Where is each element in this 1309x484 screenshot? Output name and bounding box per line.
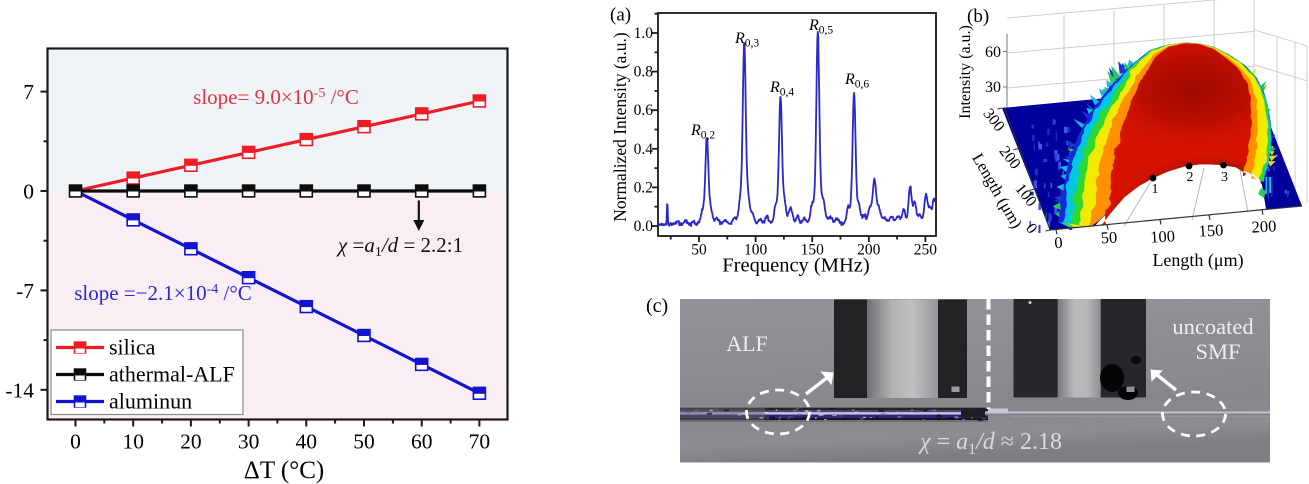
svg-text:Length (μm): Length (μm) [1152,250,1243,271]
svg-text:10: 10 [122,430,144,454]
svg-text:-14: -14 [5,378,34,402]
svg-text:2: 2 [1187,170,1194,185]
svg-text:uncoated: uncoated [1172,314,1253,339]
svg-text:40: 40 [296,430,318,454]
svg-text:(c): (c) [646,295,668,317]
svg-text:χ = a1/d ≈ 2.18: χ = a1/d ≈ 2.18 [918,429,1062,458]
svg-text:(b): (b) [967,6,989,27]
svg-text:slope =−2.1×10-4 /°C: slope =−2.1×10-4 /°C [74,281,252,305]
svg-text:0.2: 0.2 [634,179,653,196]
svg-text:200: 200 [1251,216,1277,236]
svg-text:Normalized Intensity (a.u.): Normalized Intensity (a.u.) [610,32,630,222]
svg-text:ALF: ALF [726,331,768,356]
svg-text:(a): (a) [610,5,631,26]
svg-text:20: 20 [180,430,202,454]
svg-text:100: 100 [744,242,768,259]
svg-text:silica: silica [109,335,156,360]
svg-text:60: 60 [985,44,1001,61]
svg-text:0.0: 0.0 [634,218,654,235]
svg-text:150: 150 [1198,220,1224,240]
svg-text:3: 3 [1221,170,1228,185]
svg-text:1.0: 1.0 [634,25,654,42]
svg-text:slope= 9.0×10-5 /°C: slope= 9.0×10-5 /°C [193,85,359,109]
svg-text:SMF: SMF [1195,339,1240,364]
svg-text:-7: -7 [16,279,34,303]
svg-text:70: 70 [469,430,491,454]
svg-text:50: 50 [691,242,707,259]
svg-text:χ =a1/d = 2.2:1: χ =a1/d = 2.2:1 [336,233,463,260]
svg-text:30: 30 [238,430,260,454]
svg-text:athermal-ALF: athermal-ALF [109,362,235,387]
svg-text:200: 200 [857,242,881,259]
svg-text:250: 250 [914,242,938,259]
svg-text:100: 100 [1150,226,1176,246]
svg-text:aluminun: aluminun [109,389,192,414]
svg-text:0: 0 [1054,233,1063,252]
svg-text:0: 0 [70,430,81,454]
svg-text:0: 0 [23,180,34,204]
svg-text:0.6: 0.6 [634,102,654,119]
svg-text:0.4: 0.4 [634,141,654,158]
svg-text:7: 7 [23,80,34,104]
svg-text:1: 1 [1152,182,1159,197]
svg-text:ΔT (°C): ΔT (°C) [244,457,324,484]
svg-text:0.8: 0.8 [634,64,654,81]
svg-text:60: 60 [411,430,433,454]
svg-text:50: 50 [1100,228,1117,248]
svg-text:Frequency (MHz): Frequency (MHz) [722,255,869,277]
svg-text:Intensity (a.u.): Intensity (a.u.) [957,25,974,119]
svg-text:50: 50 [353,430,375,454]
svg-text:150: 150 [801,242,825,259]
svg-text:30: 30 [985,79,1001,96]
